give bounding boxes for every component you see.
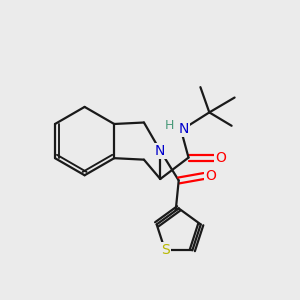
Text: S: S [161, 243, 170, 257]
Text: O: O [215, 151, 226, 165]
Text: N: N [155, 144, 166, 158]
Text: H: H [165, 119, 175, 132]
Text: O: O [205, 169, 216, 183]
Text: N: N [178, 122, 189, 136]
